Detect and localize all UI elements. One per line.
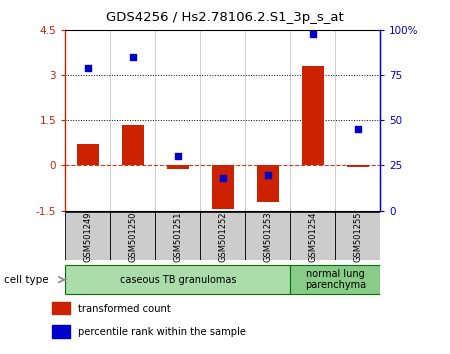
Text: GDS4256 / Hs2.78106.2.S1_3p_s_at: GDS4256 / Hs2.78106.2.S1_3p_s_at: [106, 11, 344, 24]
Point: [219, 175, 226, 181]
Bar: [76, 144, 99, 166]
Bar: [122, 125, 144, 166]
Point: [354, 127, 361, 132]
Point: [264, 172, 271, 177]
Text: normal lung
parenchyma: normal lung parenchyma: [305, 269, 366, 291]
Text: cell type: cell type: [4, 275, 49, 285]
Bar: [65, 212, 110, 260]
Text: GSM501254: GSM501254: [308, 211, 317, 262]
Bar: [290, 265, 380, 294]
Bar: [155, 212, 200, 260]
Text: caseous TB granulomas: caseous TB granulomas: [120, 275, 236, 285]
Text: percentile rank within the sample: percentile rank within the sample: [77, 327, 246, 337]
Bar: [256, 166, 279, 202]
Bar: [52, 302, 70, 314]
Bar: [212, 166, 234, 209]
Bar: [65, 265, 290, 294]
Bar: [302, 66, 324, 166]
Bar: [290, 212, 335, 260]
Text: GSM501253: GSM501253: [263, 211, 272, 262]
Bar: [110, 212, 155, 260]
Text: GSM501249: GSM501249: [83, 211, 92, 262]
Bar: [52, 325, 70, 338]
Text: GSM501252: GSM501252: [218, 211, 227, 262]
Text: transformed count: transformed count: [77, 304, 171, 314]
Point: [84, 65, 91, 71]
Bar: [166, 166, 189, 169]
Point: [129, 54, 136, 60]
Text: GSM501251: GSM501251: [173, 211, 182, 262]
Bar: [245, 212, 290, 260]
Bar: [346, 166, 369, 167]
Point: [174, 154, 181, 159]
Text: GSM501255: GSM501255: [353, 211, 362, 262]
Point: [309, 31, 316, 36]
Bar: [335, 212, 380, 260]
Bar: [200, 212, 245, 260]
Text: GSM501250: GSM501250: [128, 211, 137, 262]
